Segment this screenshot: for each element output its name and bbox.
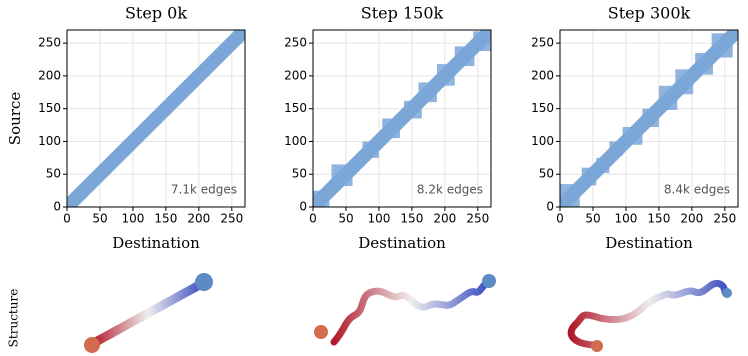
y-tick-label: 150 (531, 101, 554, 115)
edge-block (609, 141, 623, 156)
x-tick-label: 250 (713, 212, 736, 226)
x-tick-label: 100 (367, 212, 390, 226)
x-tick-label: 200 (433, 212, 456, 226)
y-tick-label: 0 (53, 200, 61, 214)
panel-title: Step 300k (608, 4, 691, 23)
plot-area (313, 30, 491, 207)
x-tick-label: 50 (92, 212, 107, 226)
edge-block (581, 167, 597, 186)
panel: Step 300k 0 50 100 150 200 250 0 50 100 150 200 250 D… (531, 4, 739, 252)
structure-start (84, 337, 100, 353)
axes-frame (559, 29, 739, 208)
structure-path (567, 279, 732, 349)
row-label: Structure (7, 289, 21, 348)
edge-block (362, 141, 379, 158)
edge-block (642, 108, 659, 128)
edge-block (675, 69, 694, 95)
edge-block (331, 164, 353, 187)
structure-2 (567, 279, 732, 352)
x-axis-label: Destination (358, 234, 446, 252)
x-tick-label: 150 (400, 212, 423, 226)
structure-end (482, 274, 496, 288)
y-tick-label: 250 (284, 36, 307, 50)
x-tick-label: 150 (647, 212, 670, 226)
structure-0 (84, 273, 213, 353)
x-axis-label: Destination (605, 234, 693, 252)
x-tick-label: 50 (585, 212, 600, 226)
x-tick-label: 50 (338, 212, 353, 226)
plot-area (67, 30, 245, 207)
structure-start (314, 325, 328, 339)
edge-block (313, 190, 330, 207)
panel-title: Step 150k (361, 4, 444, 23)
y-tick-label: 0 (546, 200, 554, 214)
y-tick-label: 200 (531, 68, 554, 82)
x-tick-label: 250 (220, 212, 243, 226)
x-tick-label: 100 (121, 212, 144, 226)
edge-block (711, 33, 733, 58)
y-tick-label: 250 (38, 36, 61, 50)
y-tick-label: 150 (284, 101, 307, 115)
y-tick-label: 250 (531, 36, 554, 50)
y-tick-label: 0 (299, 200, 307, 214)
edge-block (454, 46, 475, 67)
y-tick-label: 100 (38, 134, 61, 148)
panel-title: Step 0k (125, 4, 187, 23)
y-tick-label: 50 (46, 167, 61, 181)
y-tick-label: 100 (284, 134, 307, 148)
structure-1 (314, 274, 496, 346)
structure-path (89, 279, 206, 348)
edge-block (695, 52, 713, 75)
y-tick-label: 200 (284, 68, 307, 82)
edge-block (418, 82, 437, 103)
x-axis-label: Destination (112, 234, 200, 252)
y-tick-label: 100 (531, 134, 554, 148)
x-tick-label: 250 (466, 212, 489, 226)
edge-block (473, 31, 491, 51)
y-tick-label: 50 (292, 167, 307, 181)
y-tick-label: 150 (38, 101, 61, 115)
edge-block (560, 184, 580, 207)
x-tick-label: 150 (154, 212, 177, 226)
edge-block (436, 64, 455, 86)
structure-path (330, 278, 492, 346)
edge-block (622, 127, 643, 145)
x-tick-label: 0 (556, 212, 564, 226)
structure-end (195, 273, 213, 291)
y-axis-label: Source (6, 92, 24, 146)
x-tick-label: 0 (309, 212, 317, 226)
x-tick-label: 200 (187, 212, 210, 226)
structure-start (591, 340, 603, 352)
edge-block (382, 118, 401, 139)
edge-block (658, 85, 678, 110)
annotation: 8.2k edges (417, 183, 483, 197)
edge-block (403, 100, 422, 119)
annotation: 8.4k edges (664, 183, 730, 197)
edge-band (67, 30, 245, 207)
annotation: 7.1k edges (171, 183, 237, 197)
axes-frame (66, 29, 246, 208)
panel: Step 0k 0 50 100 150 200 250 0 50 100 150 200 250 Des… (6, 4, 246, 252)
axes-frame (312, 29, 492, 208)
x-tick-label: 100 (614, 212, 637, 226)
x-tick-label: 0 (63, 212, 71, 226)
structure-end (722, 288, 732, 298)
plot-area (560, 30, 738, 207)
y-tick-label: 50 (539, 167, 554, 181)
x-tick-label: 200 (680, 212, 703, 226)
edge-block (596, 157, 610, 173)
y-tick-label: 200 (38, 68, 61, 82)
panel: Step 150k 0 50 100 150 200 250 0 50 100 150 200 250 D… (284, 4, 492, 252)
